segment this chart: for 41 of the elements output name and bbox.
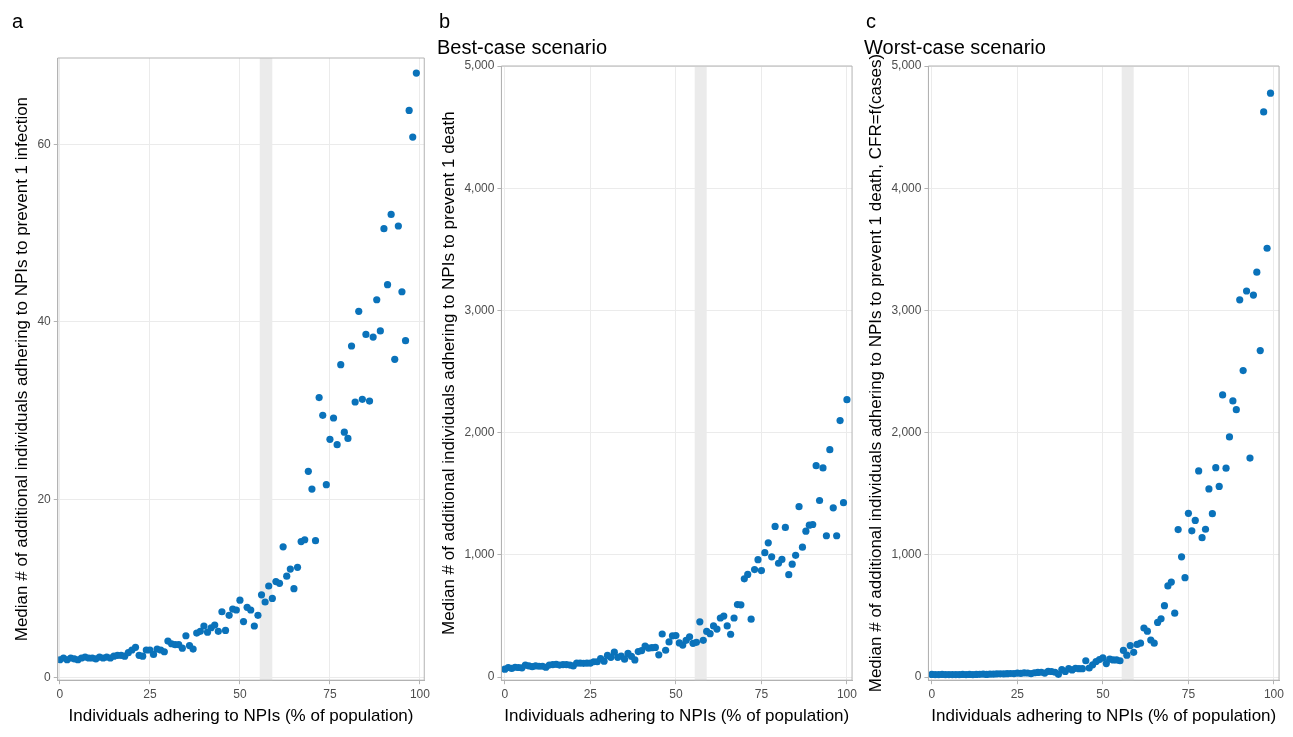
y-tick-label: 20 [37, 492, 52, 507]
x-tick-label: 25 [143, 686, 157, 701]
y-tick-label: 5,000 [464, 58, 495, 73]
x-tick-label: 75 [1181, 686, 1196, 701]
x-tick-label: 0 [501, 686, 509, 701]
y-tick-label: 4,000 [464, 180, 495, 195]
x-tick-label: 100 [1263, 686, 1285, 701]
y-tick-label: 2,000 [891, 425, 922, 439]
x-tick-label: 75 [754, 686, 769, 701]
y-tick-label: 4,000 [891, 180, 922, 195]
x-tick-label: 0 [928, 686, 936, 701]
y-tick-label: 0 [487, 669, 495, 684]
text: a [12, 9, 24, 32]
y-tick-label: 40 [37, 314, 52, 329]
text: b [439, 9, 451, 32]
y-tick-label: 60 [37, 136, 52, 151]
x-axis-title: Individuals adhering to NPIs (% of population) [931, 706, 1277, 726]
x-tick-label: 25 [583, 686, 598, 701]
y-tick-label: 1,000 [464, 547, 495, 562]
chart-title: Best-case scenario [437, 35, 608, 58]
y-tick-label: 3,000 [464, 302, 495, 317]
y-axis-title: Median # of additional individuals adhering to NPIs to prevent 1 death [438, 111, 458, 635]
x-tick-label: 100 [409, 686, 431, 701]
x-tick-label: 0 [56, 686, 64, 701]
y-tick-label: 0 [914, 669, 922, 684]
y-tick-label: 3,000 [891, 302, 922, 317]
y-tick-label: 2,000 [464, 425, 495, 439]
x-axis-title: Individuals adhering to NPIs (% of population) [504, 706, 850, 726]
x-axis-title: Individuals adhering to NPIs (% of population) [68, 706, 414, 726]
text: c [866, 9, 876, 32]
x-tick-label: 25 [1010, 686, 1025, 701]
y-axis-title: Median # of additional individuals adhering to NPIs to prevent 1 infection [11, 96, 31, 642]
x-tick-label: 100 [836, 686, 858, 701]
y-tick-label: 5,000 [891, 58, 922, 73]
y-tick-label: 0 [44, 669, 52, 684]
x-tick-label: 75 [323, 686, 337, 701]
x-tick-label: 50 [669, 686, 683, 701]
y-axis-title: Median # of additional individuals adhering to NPIs to prevent 1 death, CFR=f(cases) [865, 53, 885, 693]
y-tick-label: 1,000 [891, 547, 922, 562]
x-tick-label: 50 [233, 686, 247, 701]
x-tick-label: 50 [1096, 686, 1110, 701]
